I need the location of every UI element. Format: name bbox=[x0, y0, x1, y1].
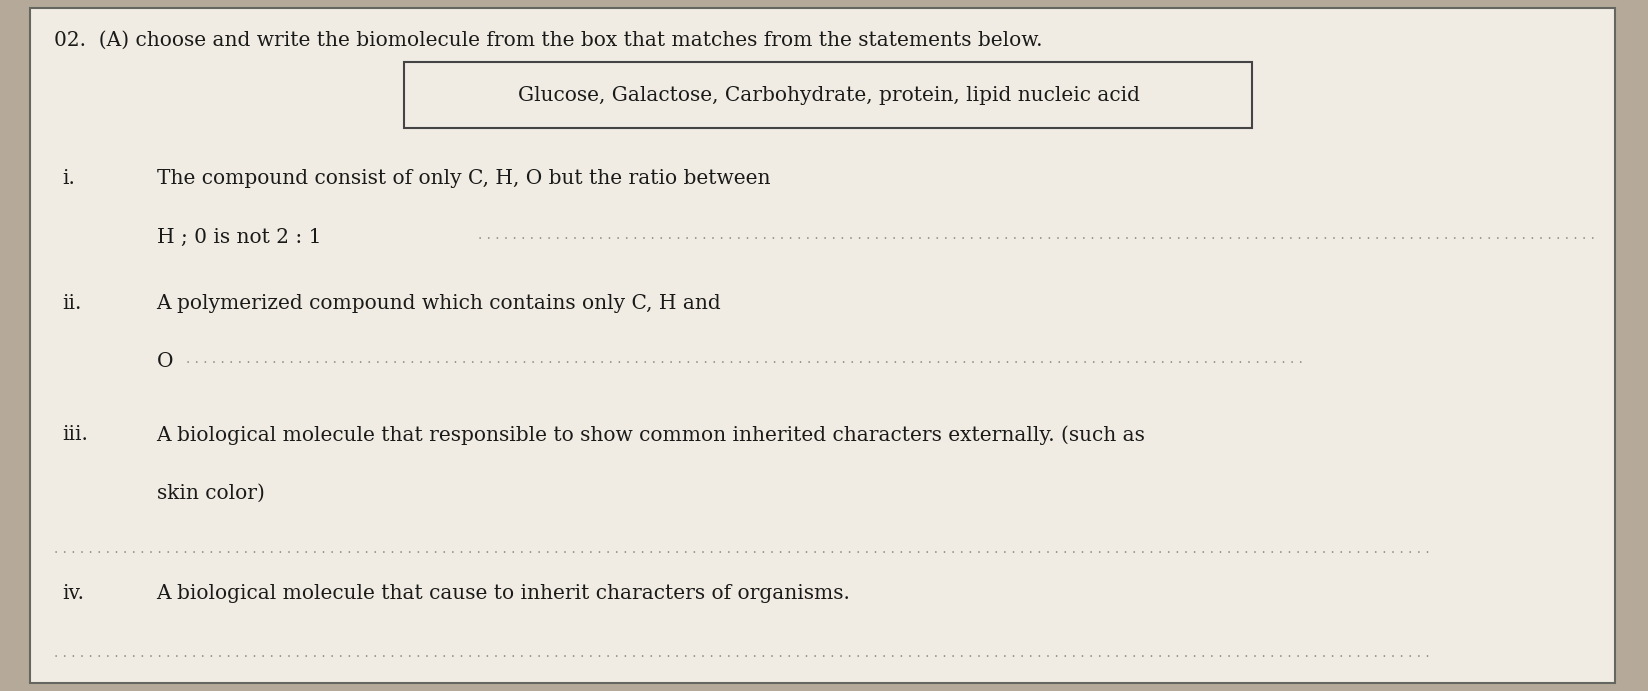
Text: . . . . . . . . . . . . . . . . . . . . . . . . . . . . . . . . . . . . . . . . : . . . . . . . . . . . . . . . . . . . . … bbox=[54, 646, 1434, 660]
Text: . . . . . . . . . . . . . . . . . . . . . . . . . . . . . . . . . . . . . . . . : . . . . . . . . . . . . . . . . . . . . … bbox=[478, 228, 1599, 242]
Text: O: O bbox=[157, 352, 173, 371]
Text: i.: i. bbox=[63, 169, 76, 188]
Text: skin color): skin color) bbox=[157, 484, 264, 502]
Text: iv.: iv. bbox=[63, 584, 84, 603]
Text: Glucose, Galactose, Carbohydrate, protein, lipid nucleic acid: Glucose, Galactose, Carbohydrate, protei… bbox=[517, 86, 1140, 105]
Text: iii.: iii. bbox=[63, 425, 89, 444]
Text: A biological molecule that responsible to show common inherited characters exter: A biological molecule that responsible t… bbox=[157, 425, 1145, 444]
Text: . . . . . . . . . . . . . . . . . . . . . . . . . . . . . . . . . . . . . . . . : . . . . . . . . . . . . . . . . . . . . … bbox=[186, 352, 1307, 366]
Text: . . . . . . . . . . . . . . . . . . . . . . . . . . . . . . . . . . . . . . . . : . . . . . . . . . . . . . . . . . . . . … bbox=[54, 542, 1434, 556]
FancyBboxPatch shape bbox=[404, 62, 1252, 128]
Text: H ; 0 is not 2 : 1: H ; 0 is not 2 : 1 bbox=[157, 228, 321, 247]
Text: ii.: ii. bbox=[63, 294, 82, 312]
Text: A polymerized compound which contains only C, H and: A polymerized compound which contains on… bbox=[157, 294, 722, 312]
Text: 02.  (A) choose and write the biomolecule from the box that matches from the sta: 02. (A) choose and write the biomolecule… bbox=[54, 31, 1043, 50]
FancyBboxPatch shape bbox=[30, 8, 1615, 683]
Text: The compound consist of only C, H, O but the ratio between: The compound consist of only C, H, O but… bbox=[157, 169, 770, 188]
Text: A biological molecule that cause to inherit characters of organisms.: A biological molecule that cause to inhe… bbox=[157, 584, 850, 603]
